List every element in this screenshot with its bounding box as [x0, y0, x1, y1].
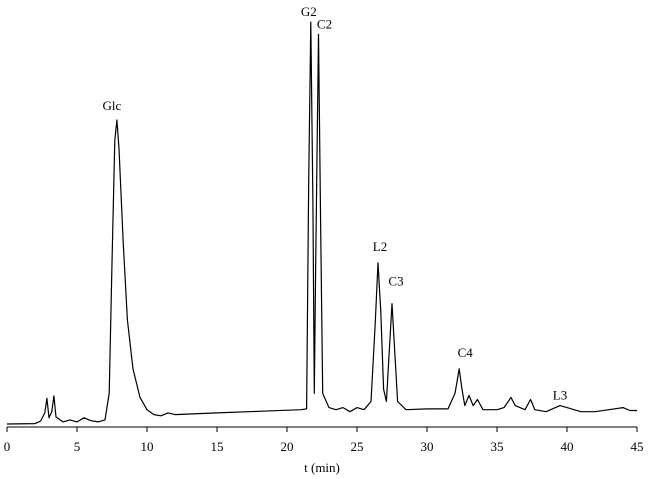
x-tick-label: 0: [4, 439, 11, 454]
x-tick-label: 35: [491, 439, 504, 454]
x-tick-label: 10: [141, 439, 154, 454]
x-tick-label: 25: [351, 439, 364, 454]
x-axis-title: t (min): [304, 460, 340, 475]
peak-label-l2: L2: [373, 239, 387, 254]
x-axis-ticks: 0 5 10 15 20 25 30 35 40 45: [4, 427, 644, 454]
chromatogram-trace: [6, 21, 637, 425]
plot-area: [6, 21, 637, 425]
x-tick-label: 45: [631, 439, 644, 454]
x-tick-label: 15: [211, 439, 224, 454]
x-tick-label: 30: [421, 439, 434, 454]
x-tick-label: 40: [561, 439, 574, 454]
peak-label-c4: C4: [458, 345, 474, 360]
x-tick-label: 5: [74, 439, 81, 454]
peak-label-g2: G2: [301, 4, 317, 19]
peak-label-c3: C3: [388, 274, 403, 289]
peak-label-glc: Glc: [103, 98, 122, 113]
peak-label-c2: C2: [317, 16, 332, 31]
peak-label-l3: L3: [553, 388, 567, 403]
x-tick-label: 20: [281, 439, 294, 454]
